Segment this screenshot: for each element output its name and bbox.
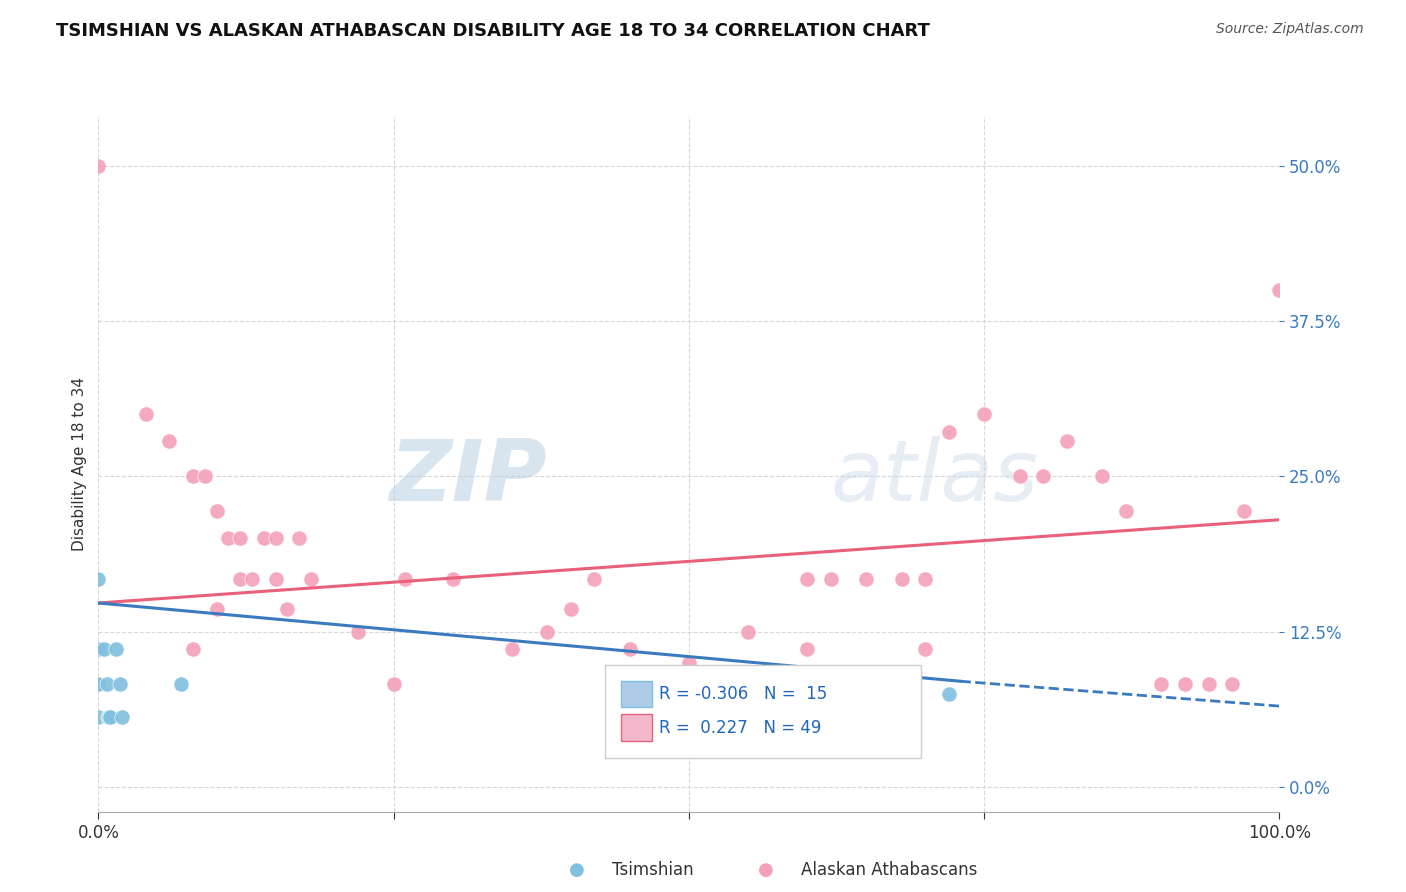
- Point: [1091, 469, 1114, 483]
- Point: [737, 624, 759, 639]
- Point: [87, 642, 110, 657]
- Point: [382, 677, 405, 691]
- Text: ZIP: ZIP: [389, 436, 547, 519]
- Point: [205, 504, 228, 518]
- Point: [536, 624, 558, 639]
- Point: [890, 573, 912, 587]
- Text: Tsimshian: Tsimshian: [612, 861, 693, 879]
- Point: [87, 573, 110, 587]
- Point: [1220, 677, 1243, 691]
- Point: [347, 624, 370, 639]
- Point: [796, 642, 818, 657]
- Point: [264, 573, 287, 587]
- Point: [1174, 677, 1197, 691]
- Point: [276, 602, 298, 616]
- Point: [973, 407, 995, 421]
- Text: R =  0.227   N = 49: R = 0.227 N = 49: [659, 719, 821, 737]
- Point: [796, 573, 818, 587]
- Point: [501, 642, 523, 657]
- Point: [87, 159, 110, 173]
- Point: [229, 573, 252, 587]
- Text: Source: ZipAtlas.com: Source: ZipAtlas.com: [1216, 22, 1364, 37]
- Point: [105, 642, 128, 657]
- Point: [217, 532, 239, 546]
- Point: [820, 573, 842, 587]
- Point: [583, 573, 606, 587]
- Point: [181, 469, 204, 483]
- Text: Alaskan Athabascans: Alaskan Athabascans: [801, 861, 977, 879]
- Point: [170, 677, 193, 691]
- Point: [938, 425, 960, 439]
- Point: [87, 677, 110, 691]
- Text: atlas: atlas: [831, 436, 1039, 519]
- Point: [1268, 283, 1291, 297]
- Point: [441, 573, 464, 587]
- Point: [111, 710, 134, 724]
- Point: [1150, 677, 1173, 691]
- Point: [87, 677, 110, 691]
- Point: [205, 602, 228, 616]
- Point: [93, 642, 115, 657]
- Point: [394, 573, 416, 587]
- Text: TSIMSHIAN VS ALASKAN ATHABASCAN DISABILITY AGE 18 TO 34 CORRELATION CHART: TSIMSHIAN VS ALASKAN ATHABASCAN DISABILI…: [56, 22, 931, 40]
- Point: [1233, 504, 1256, 518]
- Point: [938, 687, 960, 701]
- Text: R = -0.306   N =  15: R = -0.306 N = 15: [659, 685, 828, 703]
- Point: [1056, 434, 1078, 449]
- Point: [914, 573, 936, 587]
- Point: [87, 710, 110, 724]
- Point: [619, 642, 641, 657]
- Point: [229, 532, 252, 546]
- Point: [914, 642, 936, 657]
- Point: [678, 656, 700, 670]
- Point: [299, 573, 322, 587]
- Point: [98, 710, 121, 724]
- Point: [855, 677, 877, 691]
- Point: [135, 407, 157, 421]
- Point: [1032, 469, 1054, 483]
- Y-axis label: Disability Age 18 to 34: Disability Age 18 to 34: [72, 376, 87, 551]
- Point: [194, 469, 217, 483]
- Point: [1198, 677, 1220, 691]
- Point: [1115, 504, 1137, 518]
- Point: [253, 532, 276, 546]
- Point: [240, 573, 263, 587]
- Point: [98, 710, 121, 724]
- Point: [288, 532, 311, 546]
- Point: [855, 573, 877, 587]
- Point: [157, 434, 180, 449]
- Point: [264, 532, 287, 546]
- Point: [1008, 469, 1031, 483]
- Point: [96, 677, 118, 691]
- Text: ●: ●: [568, 861, 585, 879]
- Point: [97, 710, 120, 724]
- Text: ●: ●: [758, 861, 775, 879]
- Point: [560, 602, 582, 616]
- Point: [181, 642, 204, 657]
- Point: [108, 677, 131, 691]
